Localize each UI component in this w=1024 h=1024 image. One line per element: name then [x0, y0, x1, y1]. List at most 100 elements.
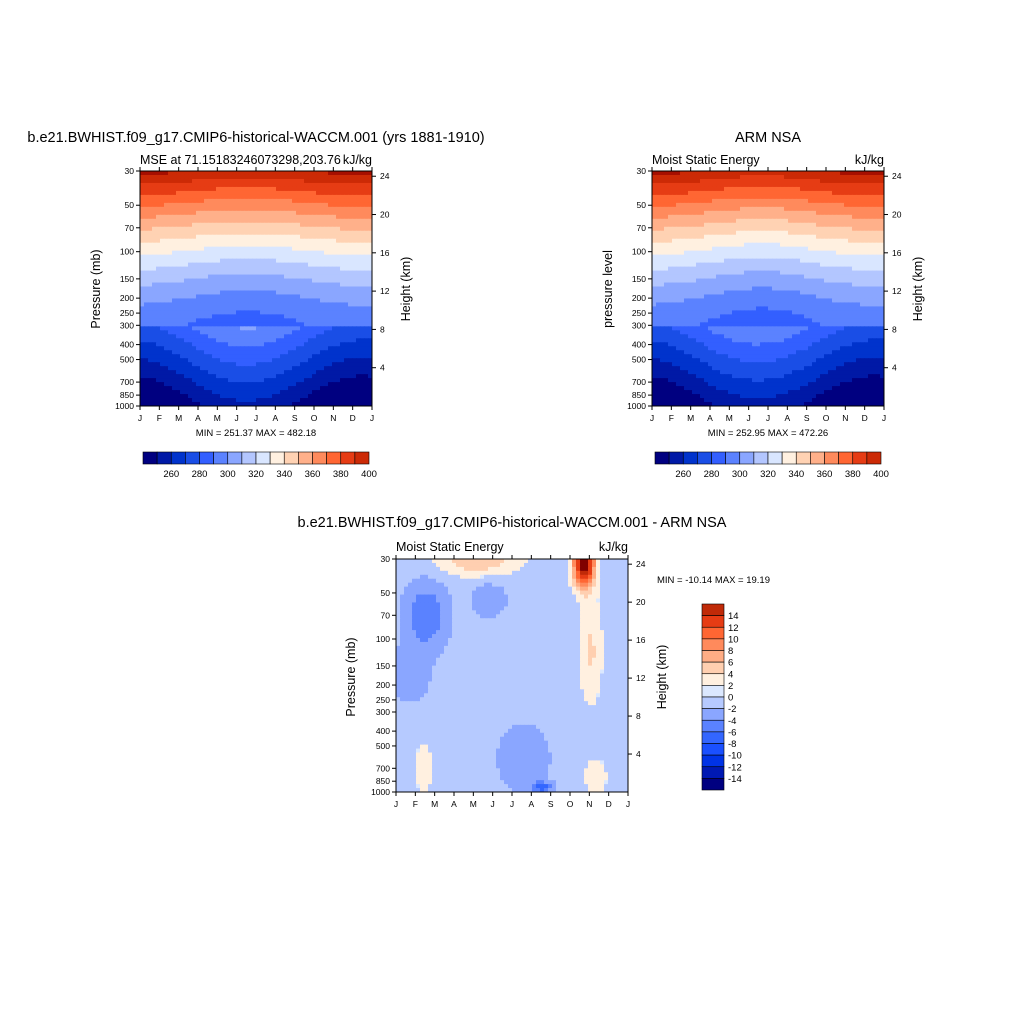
model-contour-cell [188, 382, 193, 387]
model-contour-cell [180, 298, 185, 304]
model-contour-cell [280, 250, 285, 256]
model-contour-cell [352, 346, 357, 351]
model-contour-cell [244, 382, 249, 387]
model-contour-cell [144, 366, 149, 371]
model-contour-cell [364, 222, 369, 228]
model-contour-cell [232, 346, 237, 351]
model-contour-cell [352, 238, 357, 244]
model-contour-cell [296, 390, 301, 395]
model-contour-cell [348, 234, 353, 240]
model-contour-cell [324, 298, 329, 304]
model-contour-cell [144, 171, 149, 176]
model-contour-cell [264, 358, 269, 363]
obs-contour-cell [672, 254, 677, 260]
model-contour-cell [272, 198, 277, 204]
model-contour-cell [168, 270, 173, 276]
obs-contour-cell [788, 234, 793, 240]
model-contour-cell [348, 210, 353, 216]
obs-contour-cell [816, 222, 821, 228]
obs-contour-cell [756, 230, 761, 236]
model-contour-cell [252, 302, 257, 308]
model-contour-cell [192, 306, 197, 312]
model-contour-cell [248, 190, 253, 196]
obs-contour-cell [804, 202, 809, 208]
model-contour-cell [300, 386, 305, 391]
model-contour-cell [152, 394, 157, 399]
obs-contour-cell [720, 198, 725, 204]
model-contour-cell [284, 202, 289, 208]
model-contour-cell [204, 238, 209, 244]
model-contour-cell [264, 210, 269, 216]
model-contour-cell [196, 174, 201, 180]
model-contour-cell [144, 342, 149, 347]
model-contour-cell [284, 330, 289, 335]
obs-contour-cell [788, 230, 793, 236]
model-contour-cell [140, 346, 145, 351]
model-contour-cell [220, 362, 225, 367]
model-contour-cell [224, 394, 229, 399]
obs-contour-cell [792, 202, 797, 208]
model-contour-cell [248, 214, 253, 220]
model-contour-cell [304, 214, 309, 220]
obs-contour-cell [820, 206, 825, 212]
model-contour-cell [324, 346, 329, 351]
model-contour-cell [308, 286, 313, 292]
obs-contour-cell [688, 202, 693, 208]
model-contour-cell [252, 306, 257, 312]
model-contour-cell [352, 218, 357, 224]
model-contour-cell [200, 318, 205, 323]
obs-contour-cell [880, 194, 884, 200]
model-contour-cell [356, 246, 361, 252]
model-contour-cell [240, 378, 245, 383]
obs-contour-cell [768, 258, 773, 264]
model-contour-cell [140, 350, 145, 355]
model-contour-cell [276, 186, 281, 192]
model-contour-cell [312, 230, 317, 236]
model-contour-cell [280, 366, 285, 371]
model-contour-cell [176, 171, 181, 176]
model-contour-cell [300, 370, 305, 375]
obs-contour-cell [864, 250, 869, 256]
model-contour-cell [152, 294, 157, 300]
model-contour-cell [236, 206, 241, 212]
model-contour-cell [172, 218, 177, 224]
model-contour-cell [152, 242, 157, 248]
model-contour-cell [352, 330, 357, 335]
model-contour-cell [272, 378, 277, 383]
model-contour-cell [140, 302, 145, 308]
model-contour-cell [196, 366, 201, 371]
model-contour-cell [156, 194, 161, 200]
obs-contour-cell [840, 258, 845, 264]
obs-contour-cell [856, 250, 861, 256]
model-contour-cell [180, 218, 185, 224]
model-contour-cell [176, 362, 181, 367]
model-contour-cell [272, 210, 277, 216]
obs-contour-cell [728, 171, 733, 176]
obs-contour-cell [880, 182, 884, 188]
model-contour-cell [356, 326, 361, 331]
model-contour-cell [308, 234, 313, 240]
obs-contour-cell [808, 174, 813, 180]
obs-contour-cell [696, 230, 701, 236]
model-contour-cell [268, 238, 273, 244]
model-contour-cell [228, 234, 233, 240]
obs-contour-cell [852, 250, 857, 256]
obs-contour-cell [752, 182, 757, 188]
model-contour-cell [220, 398, 225, 403]
model-contour-cell [148, 286, 153, 292]
model-contour-cell [156, 226, 161, 232]
model-contour-cell [336, 402, 341, 406]
model-contour-cell [264, 250, 269, 256]
model-contour-cell [240, 366, 245, 371]
model-contour-cell [196, 262, 201, 268]
model-contour-cell [308, 330, 313, 335]
model-contour-cell [288, 358, 293, 363]
model-contour-cell [224, 290, 229, 296]
model-contour-cell [328, 378, 333, 383]
model-contour-cell [320, 178, 325, 184]
model-contour-cell [344, 262, 349, 268]
model-contour-cell [152, 322, 157, 327]
model-contour-cell [200, 206, 205, 212]
model-contour-cell [240, 314, 245, 319]
obs-contour-cell [748, 206, 753, 212]
